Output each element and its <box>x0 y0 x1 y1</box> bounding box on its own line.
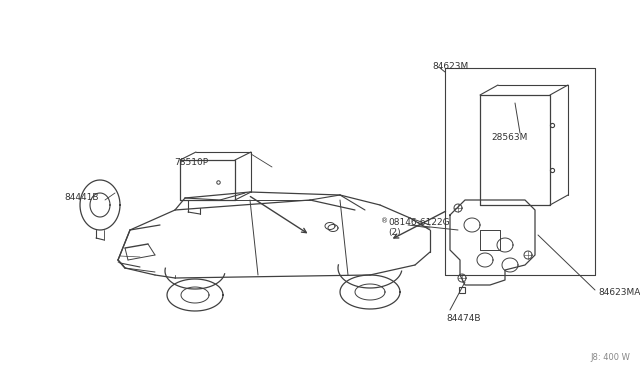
Text: 08146-6122G: 08146-6122G <box>388 218 450 227</box>
Text: 84474B: 84474B <box>446 314 481 323</box>
Text: 28563M: 28563M <box>491 133 527 142</box>
Text: J8: 400 W: J8: 400 W <box>590 353 630 362</box>
Text: 84441B: 84441B <box>64 193 99 202</box>
Text: 84623MA: 84623MA <box>598 288 640 297</box>
Text: 78510P: 78510P <box>174 158 208 167</box>
Text: 84623M: 84623M <box>432 62 468 71</box>
Text: ®: ® <box>381 218 388 224</box>
Text: (2): (2) <box>388 228 401 237</box>
